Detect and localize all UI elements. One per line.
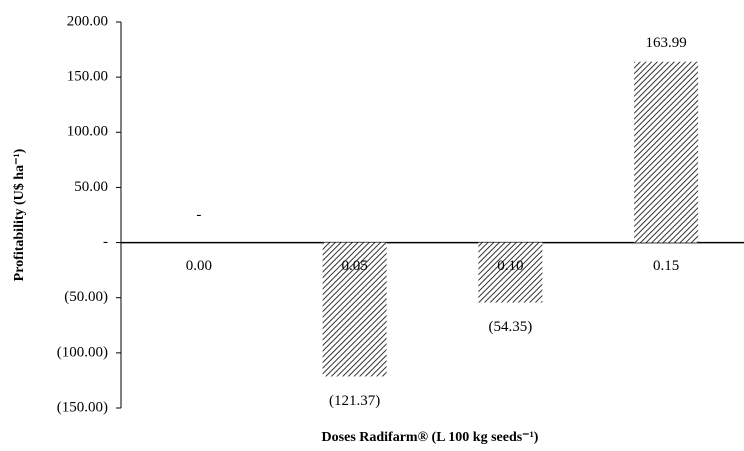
y-axis-title: Profitability (U$ ha⁻¹): [12, 148, 27, 281]
x-tick-label: 0.15: [653, 258, 679, 274]
y-tick-label: 50.00: [74, 179, 108, 195]
y-tick-label: 150.00: [67, 69, 108, 85]
y-tick-label: (50.00): [64, 289, 108, 305]
value-label: -: [196, 207, 201, 223]
value-label: 163.99: [646, 35, 687, 51]
bar: [322, 242, 387, 377]
y-tick-label: 100.00: [67, 124, 108, 140]
y-tick-label: (100.00): [57, 344, 108, 360]
bar: [634, 61, 699, 243]
y-tick-label: 200.00: [67, 13, 108, 29]
bar: [478, 242, 543, 303]
y-tick-label: (150.00): [57, 399, 108, 415]
x-axis-title: Doses Radifarm® (L 100 kg seeds⁻¹): [322, 430, 539, 445]
value-label: (121.37): [329, 393, 380, 409]
x-tick-label: 0.05: [342, 258, 368, 274]
x-tick-label: 0.10: [497, 258, 523, 274]
x-tick-label: 0.00: [186, 258, 212, 274]
y-tick-label: -: [103, 234, 108, 250]
value-label: (54.35): [489, 319, 533, 335]
